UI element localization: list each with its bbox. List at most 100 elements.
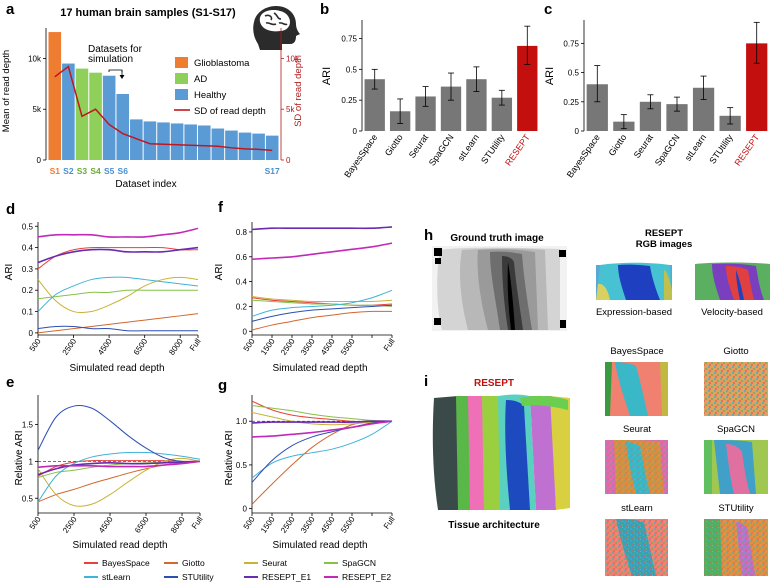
tick-label: 0.5 xyxy=(22,222,34,231)
series-line xyxy=(251,420,393,438)
tick-label: STUtility xyxy=(707,132,735,166)
axis-label-x: Dataset index xyxy=(115,179,176,190)
legend-label: Healthy xyxy=(194,90,226,101)
method-map-stlearn: stLearn xyxy=(605,503,668,576)
series-line xyxy=(251,226,393,231)
bar xyxy=(252,133,265,160)
legend-label: RESEPT_E1 xyxy=(262,572,311,582)
plot-area-d: 0 0.1 0.2 0.3 0.4 0.5 500 2500 4500 6500 8000 Full xyxy=(22,222,203,357)
legend-swatch xyxy=(175,89,188,100)
tick-label: BayesSpace xyxy=(342,132,379,179)
axis-label-x: Simulated read depth xyxy=(272,540,367,551)
tick-label: 10k xyxy=(286,54,300,63)
legend-swatch xyxy=(175,73,188,84)
series-line xyxy=(251,242,393,261)
series-line xyxy=(37,313,199,334)
tick-label: S17 xyxy=(265,166,280,176)
panel-b: b ARI 0 0.25 0.5 0.75 BayesSpace Giotto Seurat… xyxy=(320,1,538,180)
panel-a-title: 17 human brain samples (S1-S17) xyxy=(60,7,236,19)
rgb-velocity-image xyxy=(695,262,770,300)
tick-label: 0 xyxy=(353,127,358,136)
legend-swatch xyxy=(175,57,188,68)
bar xyxy=(466,79,487,131)
tick-label: 5500 xyxy=(339,515,357,535)
tick-label: 6500 xyxy=(133,515,151,535)
bar xyxy=(48,32,62,160)
series-line xyxy=(251,304,393,322)
tick-label: 0 xyxy=(286,156,291,165)
panel-i: i RESEPT Tissue architecture BayesSpace … xyxy=(424,346,768,576)
tick-label: 500 xyxy=(28,515,43,532)
series-line xyxy=(251,310,393,331)
series-line xyxy=(37,460,201,476)
series-line xyxy=(251,400,393,423)
tick-label: 4500 xyxy=(96,337,114,357)
method-label: STUtility xyxy=(718,503,754,514)
legend-label: Seurat xyxy=(262,558,288,568)
tick-label: 10k xyxy=(28,54,42,63)
series-line xyxy=(37,325,198,332)
tick-label: BayesSpace xyxy=(565,132,602,179)
bar xyxy=(586,84,608,131)
ground-truth-image xyxy=(432,246,567,331)
bar xyxy=(170,123,184,160)
series-line xyxy=(37,404,201,463)
method-map-spagcn: SpaGCN xyxy=(704,424,768,494)
annotation-datasets: Datasets for simulation xyxy=(88,44,143,65)
plot-area-c: 0 0.25 0.5 0.75 BayesSpace Giotto SeuratSpaGCN… xyxy=(563,20,768,180)
method-label: stLearn xyxy=(621,503,653,514)
bar xyxy=(130,119,143,160)
tick-label: 5k xyxy=(33,105,42,114)
tick-label: 0.5 xyxy=(568,69,580,78)
tick-label: 8000 xyxy=(167,337,185,357)
bar xyxy=(440,86,462,131)
tick-label: 2500 xyxy=(61,515,79,535)
tick-label: Full xyxy=(382,337,397,353)
bar xyxy=(62,63,75,160)
bar xyxy=(238,132,252,160)
tick-label: 0.8 xyxy=(236,228,248,237)
label-expression-based: Expression-based xyxy=(596,307,672,318)
tick-label: 500 xyxy=(28,337,43,354)
tissue-architecture-label: Tissue architecture xyxy=(448,520,540,531)
tick-label: 0.5 xyxy=(346,65,358,74)
tick-label: 2500 xyxy=(279,337,297,357)
tick-label: 1500 xyxy=(259,515,277,535)
method-label: SpaGCN xyxy=(717,424,755,435)
method-label: Giotto xyxy=(723,346,748,357)
bar xyxy=(102,75,116,160)
method-map-seurat: Seurat xyxy=(605,424,668,494)
series-line xyxy=(37,246,199,270)
tick-label: 0.25 xyxy=(341,96,357,105)
legend-label: SpaGCN xyxy=(342,558,376,568)
tick-label: 0.4 xyxy=(22,244,34,253)
tick-label: SpaGCN xyxy=(653,132,682,167)
bar xyxy=(143,121,157,160)
brain-head-icon xyxy=(253,6,300,50)
bar xyxy=(184,124,197,160)
bar xyxy=(197,125,211,160)
legend-label: BayesSpace xyxy=(102,558,150,568)
label-velocity-based: Velocity-based xyxy=(701,307,763,318)
tick-label: 6500 xyxy=(132,337,150,357)
bar xyxy=(491,97,513,131)
axis-label-y: ARI xyxy=(4,264,15,281)
tick-label: 4500 xyxy=(319,337,337,357)
tick-label: RESEPT xyxy=(503,132,532,168)
axis-label-x: Simulated read depth xyxy=(69,363,164,374)
legend-bottom: BayesSpace Giotto Seurat SpaGCN stLearn STUti… xyxy=(84,558,391,582)
tick-label: Full xyxy=(188,337,203,353)
method-map-giotto: Giotto xyxy=(704,346,768,416)
method-label: Seurat xyxy=(623,424,651,435)
method-map-stutility: STUtility xyxy=(704,503,768,576)
tick-label: stLearn xyxy=(456,132,481,162)
axis-label-x: Simulated read depth xyxy=(72,540,167,551)
tick-label: SpaGCN xyxy=(427,132,456,167)
tick-label: STUtility xyxy=(479,132,507,166)
bar xyxy=(265,135,279,160)
panel-letter-c: c xyxy=(544,1,552,18)
bar xyxy=(746,43,768,131)
panel-letter-b: b xyxy=(320,1,329,18)
tick-label: S2 xyxy=(63,166,74,176)
panel-letter-f: f xyxy=(218,199,224,216)
